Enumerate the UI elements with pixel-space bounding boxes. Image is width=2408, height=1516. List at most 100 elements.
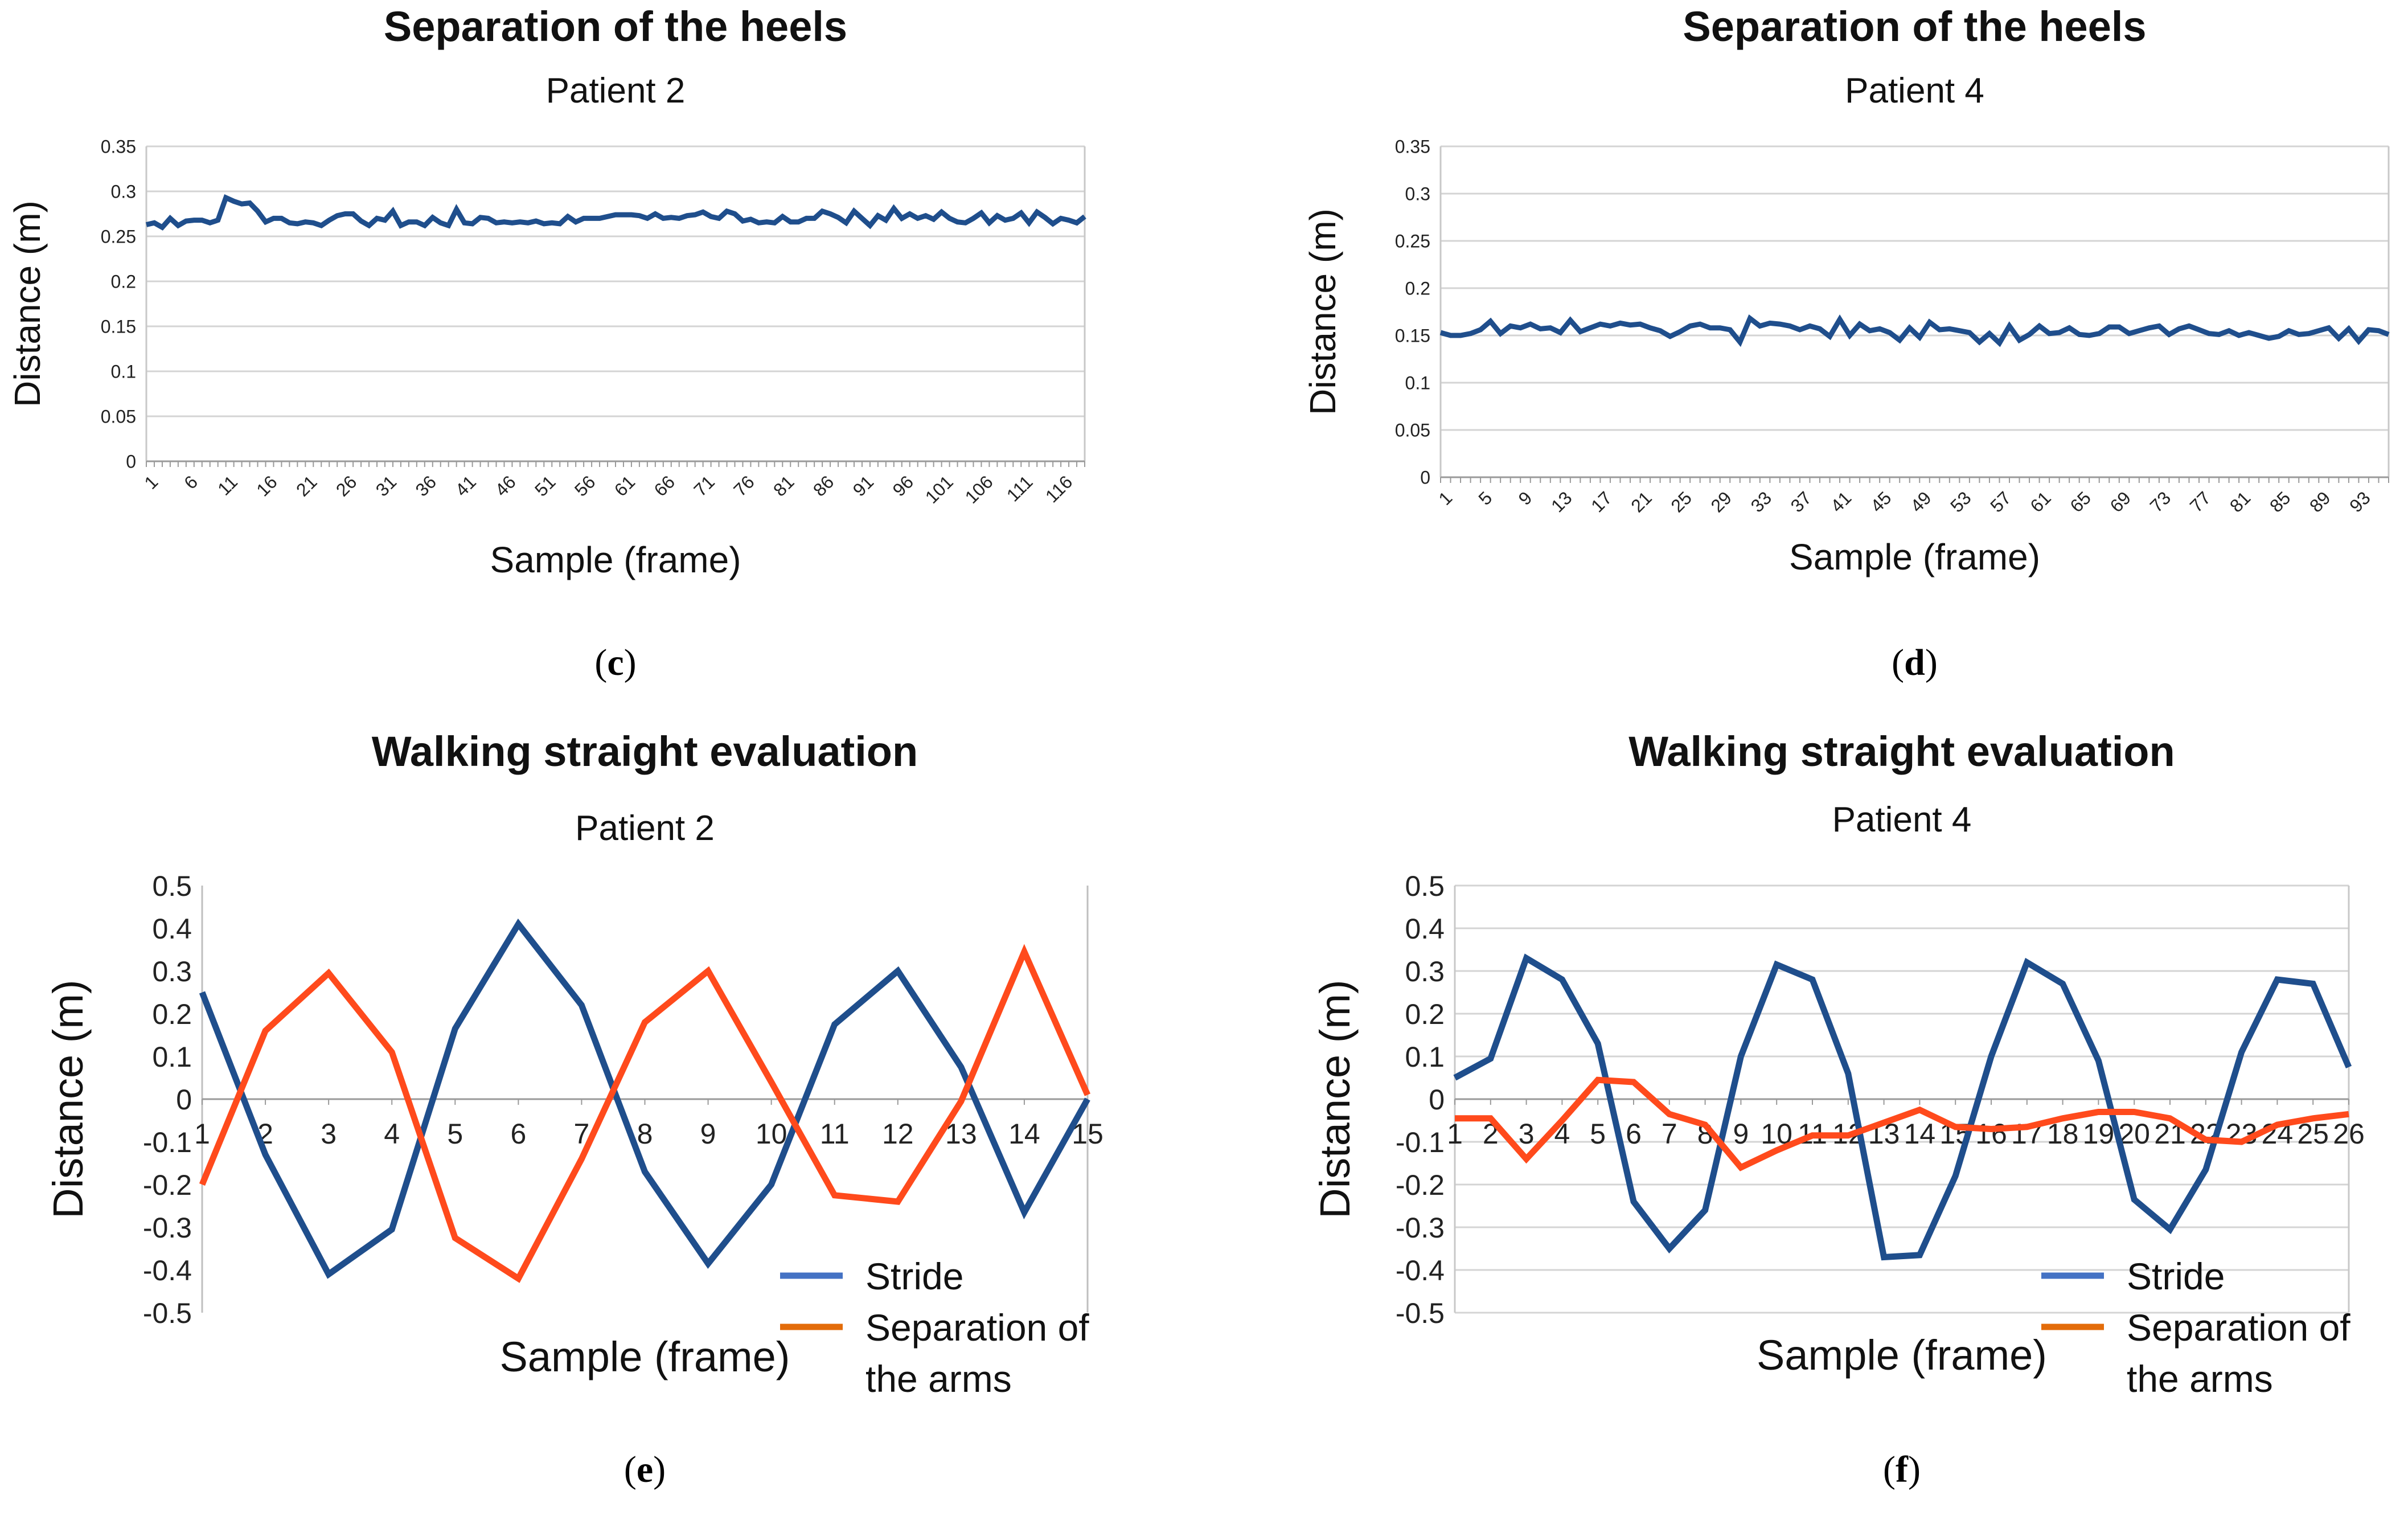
x-tick-label: 41	[1827, 487, 1856, 517]
x-tick-label: 25	[1667, 487, 1696, 517]
x-axis-label: Sample (frame)	[1757, 1331, 2047, 1379]
x-tick-label: 14	[1904, 1118, 1936, 1150]
x-tick-label: 33	[1747, 487, 1776, 517]
x-tick-label: 9	[700, 1118, 716, 1150]
x-tick-label: 11	[820, 1118, 850, 1150]
chart-subtitle: Patient 2	[546, 71, 686, 110]
legend-label: Separation of	[865, 1306, 1089, 1349]
x-tick-label: 69	[2106, 487, 2135, 517]
x-tick-label: 57	[1986, 487, 2015, 517]
y-tick-label: 0.5	[1405, 870, 1445, 902]
x-tick-label: 7	[1662, 1118, 1677, 1150]
legend-label: Stride	[2127, 1255, 2225, 1297]
chart-panel-f: Walking straight evaluation Patient 4 -0.5…	[1311, 728, 2365, 1490]
x-tick-label: 3	[1519, 1118, 1535, 1150]
x-tick-label: 5	[447, 1118, 463, 1150]
x-tick-label: 106	[961, 472, 997, 507]
chart-panel-d: Separation of the heels Patient 4 0 0.05 0.1…	[1302, 3, 2390, 683]
y-tick-label: 0.05	[1395, 420, 1430, 441]
x-axis-label: Sample (frame)	[500, 1333, 790, 1380]
y-tick-label: 0	[1420, 468, 1430, 488]
y-tick-label: -0.5	[143, 1297, 192, 1329]
chart-title: Separation of the heels	[1683, 3, 2146, 50]
x-tick-label: 1	[194, 1118, 210, 1150]
x-tick-label: 26	[2333, 1118, 2365, 1150]
y-tick-label: 0.1	[1405, 373, 1430, 394]
x-tick-label: 21	[292, 472, 321, 501]
y-tick-label: 0	[126, 452, 136, 472]
x-tick-label: 73	[2146, 487, 2175, 517]
x-tick-label: 45	[1866, 487, 1896, 517]
x-tick-label: 21	[1627, 487, 1656, 517]
x-tick-label: 116	[1041, 472, 1077, 507]
x-tick-label: 19	[2083, 1118, 2115, 1150]
x-tick-label: 13	[1547, 487, 1576, 517]
y-tick-label: 0.15	[101, 317, 136, 337]
series-line-secondary	[1455, 1076, 2349, 1171]
chart-subtitle: Patient 4	[1845, 71, 1984, 110]
x-tick-label: 16	[1975, 1118, 2007, 1150]
x-tick-label: 5	[1590, 1118, 1606, 1150]
x-tick-label: 66	[650, 472, 679, 501]
x-tick-label: 6	[1626, 1118, 1642, 1150]
x-tick-label: 65	[2066, 487, 2095, 517]
panel-caption-letter: f	[1896, 1449, 1909, 1490]
x-tick-label: 56	[571, 472, 600, 501]
y-tick-label: 0.3	[1405, 184, 1430, 204]
y-tick-label: 0.1	[111, 362, 136, 382]
x-tick-label: 14	[1008, 1118, 1040, 1150]
chart-title: Separation of the heels	[384, 3, 847, 50]
y-tick-label: -0.3	[1396, 1212, 1445, 1244]
y-tick-label: 0	[176, 1084, 192, 1116]
y-tick-label: -0.1	[1396, 1126, 1445, 1158]
y-tick-label: 0.2	[152, 998, 192, 1030]
x-tick-label: 5	[1474, 487, 1496, 509]
x-tick-label: 16	[252, 472, 281, 501]
x-tick-label: 93	[2345, 487, 2374, 517]
x-tick-label: 6	[180, 472, 202, 493]
x-tick-label: 89	[2306, 487, 2335, 517]
x-tick-label: 26	[332, 472, 361, 501]
x-tick-label: 3	[321, 1118, 337, 1150]
series-line-primary	[145, 194, 1086, 231]
x-tick-label: 29	[1706, 487, 1736, 517]
y-tick-label: 0.4	[1405, 913, 1445, 945]
chart-panel-e: Walking straight evaluation Patient 2 -0.5…	[44, 728, 1104, 1490]
series-line-secondary	[199, 944, 1091, 1283]
x-tick-label: 4	[384, 1118, 400, 1150]
y-tick-label: 0.25	[1395, 231, 1430, 252]
y-tick-label: 0.2	[111, 272, 136, 292]
x-tick-label: 37	[1787, 487, 1816, 517]
y-tick-label: 0.35	[1395, 137, 1430, 157]
legend-label: the arms	[2127, 1358, 2273, 1400]
y-tick-label: -0.2	[143, 1169, 192, 1201]
x-tick-label: 61	[610, 472, 639, 501]
y-tick-label: 0.1	[1405, 1041, 1445, 1073]
x-tick-label: 49	[1906, 487, 1935, 517]
y-tick-label: 0.15	[1395, 326, 1430, 346]
y-axis-label: Distance (m)	[1311, 980, 1359, 1218]
chart-subtitle: Patient 4	[1832, 800, 1972, 839]
y-axis-label: Distance (m)	[44, 980, 92, 1218]
x-tick-label: 1	[1434, 487, 1456, 509]
y-tick-label: 0.35	[101, 137, 136, 157]
x-tick-label: 41	[451, 472, 480, 501]
x-axis-label: Sample (frame)	[490, 539, 741, 580]
x-tick-label: 11	[214, 472, 241, 499]
x-tick-label: 20	[2118, 1118, 2150, 1150]
y-tick-label: 0.2	[1405, 278, 1430, 299]
x-tick-label: 81	[2226, 487, 2255, 517]
x-tick-label: 61	[2026, 487, 2055, 517]
x-tick-label: 51	[531, 472, 560, 501]
panel-caption-letter: d	[1904, 642, 1925, 683]
x-tick-label: 71	[690, 472, 719, 501]
x-tick-label: 101	[921, 472, 957, 507]
y-tick-label: 0.1	[152, 1041, 192, 1073]
y-axis-label: Distance (m)	[1302, 208, 1343, 415]
y-tick-label: -0.2	[1396, 1169, 1445, 1201]
x-tick-label: 86	[809, 472, 838, 501]
legend-label: Stride	[865, 1255, 963, 1297]
y-tick-label: 0.3	[152, 956, 192, 988]
x-tick-label: 12	[882, 1118, 914, 1150]
y-tick-label: 0.5	[152, 870, 192, 902]
